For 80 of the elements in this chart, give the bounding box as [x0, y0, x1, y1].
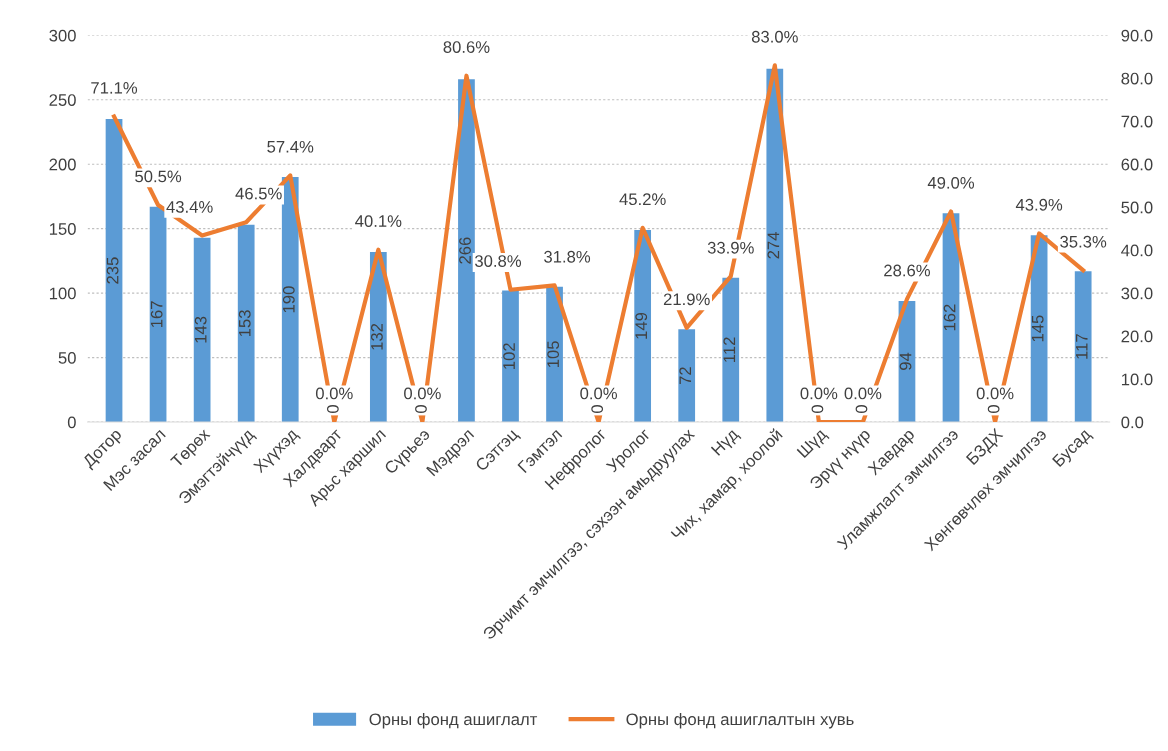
data-label: 0.0%	[580, 387, 617, 400]
bar	[678, 329, 696, 423]
y-tick-label: 300	[49, 29, 76, 42]
data-label: 83.0%	[751, 30, 798, 43]
y2-tick-label: 20.0	[1121, 330, 1153, 343]
y-tick-label: 50	[58, 352, 76, 364]
bar	[766, 68, 784, 423]
data-label: 33.9%	[707, 241, 754, 254]
data-label: 102	[503, 343, 515, 369]
data-label: 28.6%	[884, 264, 930, 277]
data-label: 0	[855, 405, 868, 414]
data-label: 49.0%	[927, 176, 975, 189]
y2-tick-label: 90.0	[1121, 29, 1153, 42]
data-label: 40.1%	[355, 215, 402, 227]
legend-label: Орны фонд ашиглалтын хувь	[626, 712, 854, 729]
data-label: 149	[635, 312, 648, 339]
y2-tick-label: 70.0	[1121, 115, 1153, 128]
data-label: 0	[811, 405, 824, 414]
data-label: 266	[459, 237, 471, 264]
x-tick-label: Нүд	[710, 427, 742, 459]
data-label: 50.5%	[135, 170, 182, 183]
data-label: 105	[547, 341, 560, 368]
data-label: 21.9%	[663, 293, 710, 306]
data-label: 0	[326, 405, 339, 414]
y2-tick-label: 80.0	[1121, 72, 1153, 85]
bar	[237, 224, 255, 423]
bar	[281, 177, 299, 423]
bar	[722, 277, 740, 423]
data-label: 80.6%	[443, 41, 490, 53]
y2-tick-label: 0.0	[1121, 416, 1144, 429]
data-label: 0.0%	[976, 387, 1014, 400]
y-tick-label: 0	[67, 416, 76, 429]
data-label: 57.4%	[267, 140, 314, 153]
bar	[634, 229, 652, 423]
data-label: 190	[282, 286, 295, 313]
y2-tick-label: 10.0	[1121, 373, 1153, 386]
bar	[502, 290, 519, 423]
y-tick-label: 250	[49, 94, 76, 106]
data-label: 71.1%	[91, 82, 138, 94]
data-label: 31.8%	[544, 250, 591, 263]
data-label: 162	[943, 304, 956, 331]
data-label: 35.3%	[1060, 235, 1107, 248]
legend-label: Орны фонд ашиглалт	[369, 712, 538, 729]
y2-tick-label: 30.0	[1121, 287, 1153, 300]
data-label: 112	[723, 337, 736, 362]
data-label: 145	[1031, 315, 1044, 342]
data-label: 117	[1076, 334, 1088, 359]
y-tick-label: 100	[49, 287, 76, 300]
data-label: 43.9%	[1015, 198, 1063, 211]
bar	[1074, 271, 1092, 423]
data-label: 132	[371, 323, 383, 350]
data-label: 167	[150, 301, 163, 328]
data-label: 0	[415, 405, 427, 414]
data-label: 45.2%	[619, 193, 666, 206]
data-label: 0	[591, 405, 604, 414]
data-label: 153	[238, 310, 251, 337]
y-tick-label: 150	[49, 223, 76, 235]
data-label: 72	[679, 367, 692, 385]
y2-tick-label: 40.0	[1121, 244, 1153, 257]
data-label: 143	[194, 316, 207, 343]
bar	[458, 79, 475, 423]
data-label: 274	[767, 232, 780, 259]
x-tick-label: Шүд	[796, 427, 830, 461]
bar	[546, 286, 563, 423]
y2-tick-label: 60.0	[1121, 158, 1153, 171]
data-label: 94	[899, 352, 912, 370]
bar	[193, 237, 211, 423]
bar	[105, 119, 123, 423]
data-label: 0.0%	[844, 387, 882, 400]
data-label: 0.0%	[315, 387, 353, 400]
y2-tick-label: 50.0	[1121, 201, 1153, 214]
data-label: 46.5%	[235, 187, 282, 200]
data-label: 43.4%	[166, 201, 213, 213]
data-label: 235	[106, 257, 119, 284]
bar	[149, 206, 167, 423]
data-label: 0	[987, 405, 1000, 414]
data-label: 0.0%	[404, 387, 441, 400]
y-tick-label: 200	[49, 158, 76, 171]
data-label: 30.8%	[475, 255, 522, 267]
data-label: 0.0%	[800, 387, 838, 400]
